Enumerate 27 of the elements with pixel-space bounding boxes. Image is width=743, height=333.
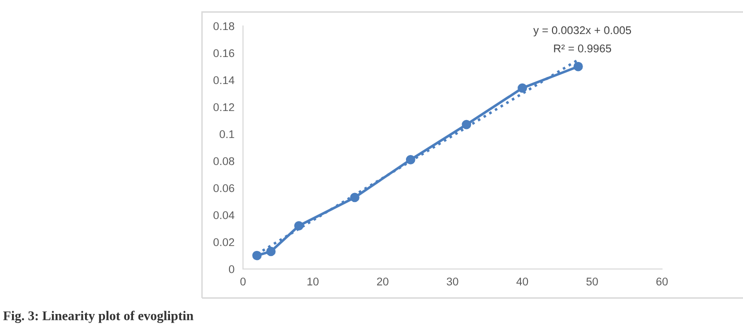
point <box>462 120 472 130</box>
y-tick-label: 0.12 <box>213 103 234 112</box>
point <box>518 83 528 93</box>
y-tick-label: 0.18 <box>213 22 234 30</box>
x-tick-label: 30 <box>446 278 458 286</box>
point <box>406 154 416 164</box>
x-tick-label: 20 <box>377 278 388 286</box>
x-tick-label: 40 <box>516 278 528 286</box>
y-tick-label: 0.14 <box>213 76 234 84</box>
annotation: y = 0.0032x + 0.005 <box>533 26 632 36</box>
y-tick-label: 0.06 <box>213 184 234 192</box>
y-tick-label: 0.08 <box>213 157 234 166</box>
annotation: R² = 0.9965 <box>554 44 612 52</box>
y-tick-label: 0.16 <box>213 49 234 58</box>
x-tick-label: 0 <box>240 278 246 286</box>
x-tick-label: 10 <box>308 278 319 286</box>
point <box>574 62 583 72</box>
x-tick-label: 50 <box>586 278 598 286</box>
y-tick-label: 0.02 <box>213 238 234 246</box>
point <box>266 246 276 256</box>
y-tick-label: 0.1 <box>220 130 234 138</box>
x-tick-label: 60 <box>656 278 668 286</box>
y-tick-label: 0 <box>228 265 234 274</box>
caption: Fig. 3: Linearity plot of evogliptin <box>3 310 194 323</box>
point <box>350 192 360 202</box>
y-tick-label: 0.04 <box>213 211 234 220</box>
point <box>252 250 262 260</box>
